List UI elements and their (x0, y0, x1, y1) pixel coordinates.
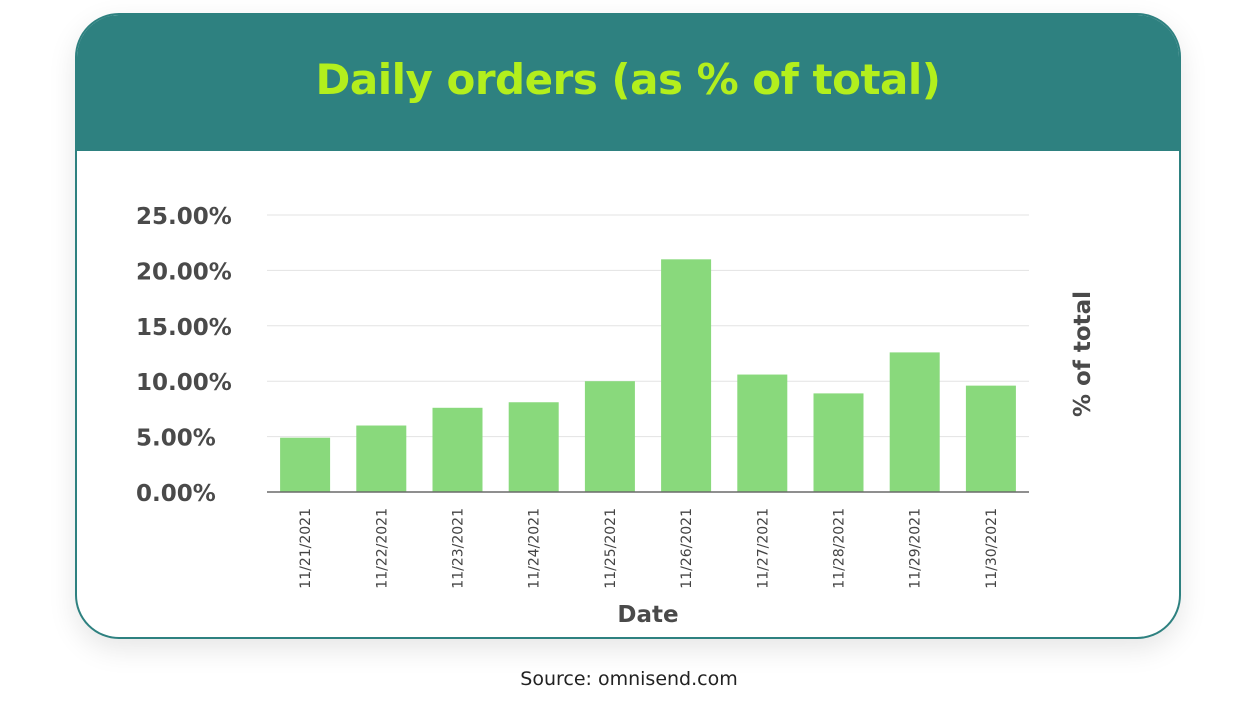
bar (280, 437, 331, 492)
x-tick-label: 11/25/2021 (603, 508, 619, 589)
y-tick-label: 15.00% (136, 315, 232, 341)
chart-header: Daily orders (as % of total) (77, 15, 1179, 151)
bar (356, 425, 407, 492)
bar (813, 393, 864, 492)
bar (661, 259, 712, 492)
x-tick-label: 11/22/2021 (374, 508, 390, 589)
y-tick-label: 5.00% (136, 426, 216, 452)
bar (584, 381, 635, 492)
x-tick-label: 11/27/2021 (755, 508, 771, 589)
y-tick-label: 0.00% (136, 481, 216, 507)
bar (508, 402, 559, 492)
bar (432, 407, 483, 492)
x-tick-label: 11/29/2021 (908, 508, 924, 589)
bar (965, 385, 1016, 492)
y-axis-label: % of total (1070, 291, 1096, 417)
x-tick-label: 11/28/2021 (832, 508, 848, 589)
x-tick-label: 11/26/2021 (679, 508, 695, 589)
x-tick-label: 11/24/2021 (527, 508, 543, 589)
y-tick-label: 20.00% (136, 259, 232, 285)
x-tick-label: 11/21/2021 (298, 508, 314, 589)
bar (737, 374, 788, 492)
chart-title: Daily orders (as % of total) (315, 54, 941, 104)
bars (280, 259, 1016, 492)
y-tick-label: 10.00% (136, 370, 232, 396)
y-tick-labels: 0.00% 5.00% 10.00% 15.00% 20.00% 25.00% (136, 204, 232, 507)
source-caption: Source: omnisend.com (520, 668, 738, 690)
x-tick-labels: 11/21/2021 11/22/2021 11/23/2021 11/24/2021… (298, 508, 1000, 589)
x-axis-label: Date (617, 602, 678, 628)
x-tick-label: 11/23/2021 (451, 508, 467, 589)
x-tick-label: 11/30/2021 (984, 508, 1000, 589)
bar (889, 352, 940, 492)
y-tick-label: 25.00% (136, 204, 232, 230)
